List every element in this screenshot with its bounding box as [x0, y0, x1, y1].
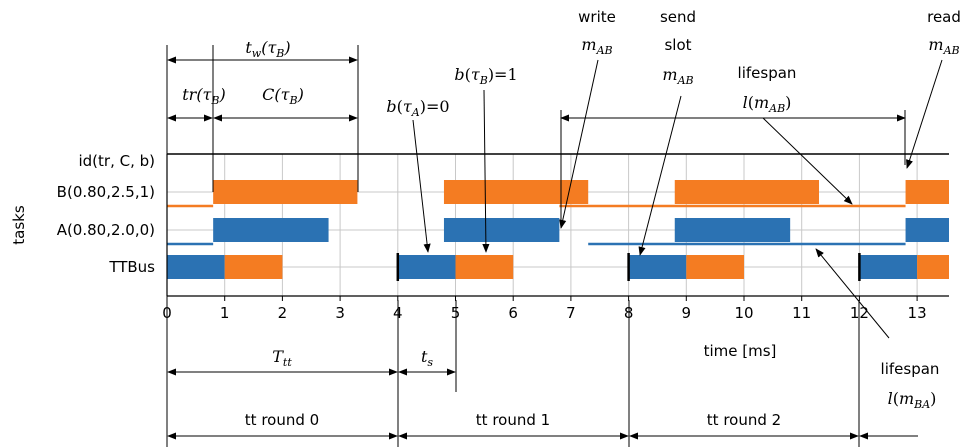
x-tick-label: 11: [792, 304, 811, 322]
bar-task-a: [397, 255, 456, 279]
lifespan-ba-arrow: [815, 248, 890, 339]
task-bars: [167, 180, 949, 281]
bar-task-a: [905, 218, 949, 242]
bar-task-b: [674, 180, 820, 204]
x-tick-label: 10: [734, 304, 753, 322]
bar-task-a: [674, 218, 791, 242]
bar-task-a: [628, 255, 687, 279]
row-label-header: id(tr, C, b): [78, 152, 155, 170]
slot-label: slot: [664, 36, 691, 54]
b-tau-a-arrow: [412, 119, 431, 253]
tw-label: tw(τB): [245, 38, 290, 60]
bar-task-a: [443, 218, 560, 242]
x-tick-label: 6: [508, 304, 518, 322]
x-tick-label: 3: [335, 304, 345, 322]
t-s-label: ts: [421, 347, 433, 369]
l-m-ba-label: l(mBA): [888, 389, 937, 411]
x-tick-label: 9: [682, 304, 692, 322]
x-axis-label: time [ms]: [704, 342, 777, 360]
write-m-ab-label: mAB: [581, 35, 612, 57]
x-tick-label: 13: [908, 304, 927, 322]
bar-task-b: [443, 180, 589, 204]
l-m-ab-label: l(mAB): [743, 93, 792, 115]
write-arrow: [559, 59, 599, 229]
bar-task-b: [224, 255, 283, 279]
tt-round-2-label: tt round 2: [707, 411, 781, 429]
b-tau-a-label: b(τA)=0: [386, 97, 449, 119]
lifespan-ab-arrow: [762, 117, 853, 205]
row-label-ttbus: TTBus: [108, 258, 155, 276]
x-tick-labels: 012345678910111213: [162, 296, 927, 322]
b-tau-b-label: b(τB)=1: [454, 65, 517, 87]
bar-task-b: [455, 255, 514, 279]
bar-task-a: [859, 255, 918, 279]
x-tick-label: 2: [278, 304, 288, 322]
read-arrow: [906, 59, 943, 169]
send-m-ab-label: mAB: [662, 65, 693, 87]
send-label: send: [660, 8, 696, 26]
t-tt-label: Ttt: [272, 347, 292, 369]
x-tick-label: 1: [220, 304, 230, 322]
lifespan-ba-label: lifespan: [881, 360, 940, 378]
lifespan-ab-label: lifespan: [738, 64, 797, 82]
bar-task-b: [917, 255, 949, 279]
b-tau-b-arrow: [482, 89, 490, 253]
tt-round-0-label: tt round 0: [245, 411, 319, 429]
write-label: write: [578, 8, 616, 26]
row-label-a: A(0.80,2.0,0): [57, 221, 155, 239]
bar-task-b: [213, 180, 358, 204]
x-tick-label: 7: [566, 304, 576, 322]
bar-task-b: [905, 180, 949, 204]
tr-label: tr(τB): [182, 85, 226, 107]
tt-round-1-label: tt round 1: [476, 411, 550, 429]
c-label: C(τB): [262, 85, 304, 107]
row-label-b: B(0.80,2.5,1): [57, 183, 155, 201]
bar-task-b: [686, 255, 744, 279]
send-arrow: [638, 95, 682, 256]
read-m-ab-label: mAB: [928, 35, 959, 57]
bar-task-a: [213, 218, 329, 242]
read-label: read: [927, 8, 961, 26]
bar-task-a: [167, 255, 225, 279]
y-axis-label: tasks: [10, 205, 28, 245]
